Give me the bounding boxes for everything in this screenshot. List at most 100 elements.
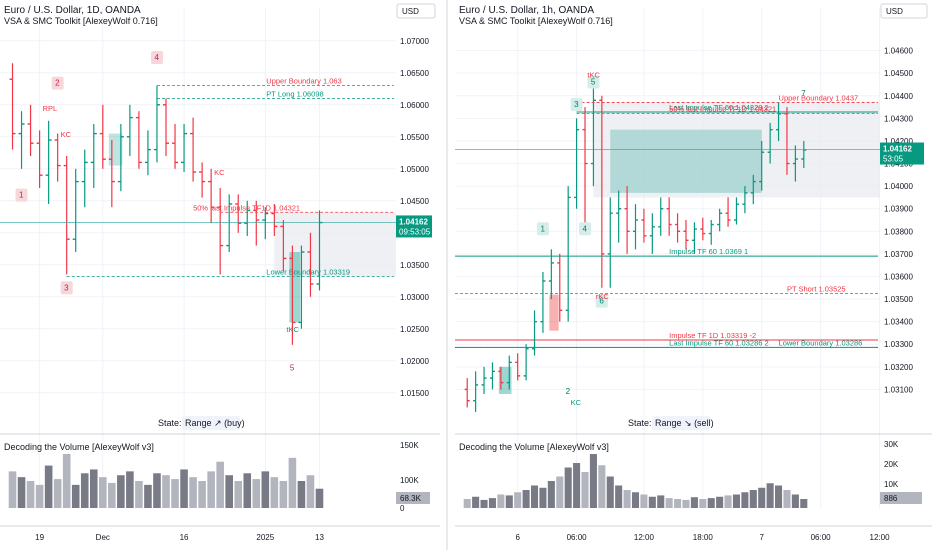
chart-title: Euro / U.S. Dollar, 1D, OANDA	[4, 5, 141, 16]
volume-bar	[497, 494, 505, 508]
candles	[9, 63, 323, 345]
volume-bar	[180, 469, 188, 508]
x-tick-label: 06:00	[811, 533, 832, 542]
volume-last-badge	[396, 492, 430, 504]
volume-bar	[530, 485, 539, 508]
volume-bars	[463, 454, 808, 508]
wave-label: 1	[19, 191, 24, 200]
last-price-badge	[396, 215, 432, 238]
volume-bar	[80, 473, 89, 508]
volume-bar	[749, 490, 757, 508]
impulse-zone	[549, 294, 559, 331]
state-value: Range ↘ (sell)	[655, 418, 714, 428]
y-tick-label: 1.03100	[884, 385, 913, 394]
volume-last-badge	[880, 492, 922, 504]
last-price: 1.04162	[399, 217, 428, 226]
wave-label: 2	[566, 387, 571, 396]
wave-label-bg	[587, 75, 600, 89]
level-label: Upper Boundary 1.063	[266, 77, 341, 86]
volume-tick-label: 10K	[884, 480, 899, 489]
volume-bar	[472, 496, 480, 508]
indicator-name: VSA & SMC Toolkit [AlexeyWolf 0.716]	[4, 16, 158, 26]
currency-label: USD	[886, 7, 903, 16]
volume-bar	[581, 472, 589, 508]
wave-label: 4	[583, 224, 588, 233]
volume-bar	[707, 498, 715, 508]
y-tick-label: 1.04600	[884, 47, 913, 56]
x-tick-label: 7	[759, 533, 764, 542]
y-tick-label: 1.03200	[884, 363, 913, 372]
currency-badge[interactable]	[396, 3, 436, 19]
y-tick-label: 1.03400	[884, 318, 913, 327]
volume-bar	[598, 465, 606, 508]
y-tick-label: 1.02500	[400, 325, 429, 334]
volume-bar	[153, 473, 161, 508]
volume-bar	[775, 485, 783, 508]
volume-bar	[126, 471, 134, 508]
y-tick-label: 1.04000	[884, 182, 913, 191]
volume-bar	[623, 490, 631, 508]
volume-bar	[117, 475, 125, 508]
y-tick-label: 1.04400	[884, 92, 913, 101]
volume-bar	[216, 461, 224, 508]
volume-bar	[758, 487, 766, 508]
volume-bar	[89, 469, 98, 508]
signal-marker: KC	[571, 398, 582, 407]
chart-title: Euro / U.S. Dollar, 1h, OANDA	[459, 5, 594, 16]
wave-label: 4	[154, 53, 159, 62]
y-tick-label: 1.01500	[400, 389, 429, 398]
volume-bar	[306, 475, 315, 508]
wave-label: 6	[599, 297, 604, 306]
wave-label-bg	[595, 294, 608, 308]
wave-label-bg	[570, 98, 583, 112]
wave-label-bg	[536, 222, 549, 236]
wave-label-bg	[150, 51, 163, 64]
level-label: PT Long 1.06098	[266, 90, 323, 99]
countdown: 53:05	[883, 155, 904, 164]
volume-bar	[279, 481, 288, 508]
y-tick-label: 1.03900	[884, 205, 913, 214]
wave-label-bg	[579, 222, 592, 236]
volume-bar	[800, 499, 808, 508]
wave-label: 7	[801, 89, 806, 98]
volume-bar	[189, 477, 197, 508]
volume-tick-label: 20K	[884, 460, 899, 469]
wave-label: 5	[591, 77, 596, 86]
signal-marker: rKC	[596, 292, 610, 301]
volume-tick-label: 150K	[400, 441, 419, 450]
currency-badge[interactable]	[880, 3, 928, 19]
volume-bar	[270, 477, 279, 508]
x-tick-label: 12:00	[634, 533, 655, 542]
volume-bar	[505, 495, 513, 508]
volume-bar	[108, 482, 116, 508]
impulse-zone	[289, 252, 301, 323]
volume-bar	[488, 498, 496, 508]
volume-bar	[564, 467, 572, 508]
volume-bar	[35, 484, 44, 508]
indicator-name: VSA & SMC Toolkit [AlexeyWolf 0.716]	[459, 16, 613, 26]
y-tick-label: 1.06000	[400, 101, 429, 110]
x-tick-label: Dec	[96, 533, 110, 542]
x-tick-label: 12:00	[870, 533, 891, 542]
signal-marker: RPL	[43, 104, 58, 113]
volume-title: Decoding the Volume [AlexeyWolf v3]	[459, 442, 609, 452]
volume-bar	[480, 499, 488, 508]
volume-bars	[8, 454, 324, 508]
level-label: Upper Boundary 1.0437	[779, 94, 859, 103]
volume-bar	[26, 481, 35, 508]
range-zone	[593, 102, 880, 198]
volume-bar	[243, 473, 252, 508]
y-tick-label: 1.04500	[884, 69, 913, 78]
y-tick-label: 1.03300	[884, 340, 913, 349]
y-tick-label: 1.05500	[400, 133, 429, 142]
y-tick-label: 1.06500	[400, 69, 429, 78]
y-tick-label: 1.03000	[400, 293, 429, 302]
volume-bar	[62, 454, 71, 508]
volume-bar	[17, 477, 26, 508]
volume-bar	[198, 481, 206, 508]
volume-bar	[732, 494, 741, 508]
impulse-zone	[610, 129, 762, 193]
